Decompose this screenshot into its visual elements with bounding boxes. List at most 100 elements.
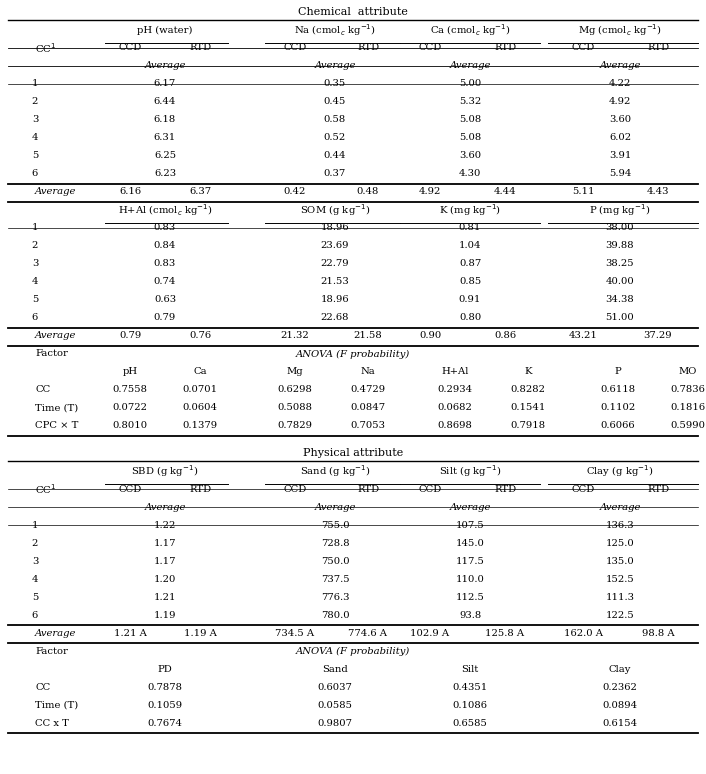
Text: Mg: Mg <box>287 368 304 376</box>
Text: 0.1086: 0.1086 <box>453 700 488 710</box>
Text: 0.91: 0.91 <box>459 296 481 304</box>
Text: RTD: RTD <box>647 43 669 53</box>
Text: 23.69: 23.69 <box>321 241 349 251</box>
Text: Average: Average <box>35 187 76 197</box>
Text: 93.8: 93.8 <box>459 611 481 619</box>
Text: 6.23: 6.23 <box>154 170 176 179</box>
Text: 18.96: 18.96 <box>321 224 349 232</box>
Text: RTD: RTD <box>357 43 379 53</box>
Text: 0.5088: 0.5088 <box>277 403 313 413</box>
Text: Na: Na <box>361 368 376 376</box>
Text: 6.44: 6.44 <box>154 98 176 107</box>
Text: 3.60: 3.60 <box>609 115 631 125</box>
Text: 4: 4 <box>32 278 38 286</box>
Text: 1: 1 <box>32 224 38 232</box>
Text: 5: 5 <box>32 152 38 160</box>
Text: 122.5: 122.5 <box>606 611 635 619</box>
Text: H+Al (cmol$_c$ kg$^{-1}$): H+Al (cmol$_c$ kg$^{-1}$) <box>118 202 213 218</box>
Text: 1: 1 <box>32 80 38 88</box>
Text: RTD: RTD <box>189 485 211 494</box>
Text: 2: 2 <box>32 98 38 107</box>
Text: 0.6118: 0.6118 <box>600 385 635 395</box>
Text: 2: 2 <box>32 539 38 547</box>
Text: CCD: CCD <box>119 43 142 53</box>
Text: 162.0 A: 162.0 A <box>563 628 602 638</box>
Text: Time (T): Time (T) <box>35 403 78 413</box>
Text: 21.53: 21.53 <box>321 278 349 286</box>
Text: RTD: RTD <box>494 485 516 494</box>
Text: 22.79: 22.79 <box>321 259 349 269</box>
Text: 0.42: 0.42 <box>284 187 306 197</box>
Text: 0.9807: 0.9807 <box>318 718 352 728</box>
Text: 5.94: 5.94 <box>609 170 631 179</box>
Text: 0.1816: 0.1816 <box>671 403 705 413</box>
Text: CC: CC <box>35 683 50 691</box>
Text: 6: 6 <box>32 313 38 323</box>
Text: 0.7918: 0.7918 <box>510 422 546 430</box>
Text: 0.6037: 0.6037 <box>318 683 352 691</box>
Text: 780.0: 780.0 <box>321 611 349 619</box>
Text: 145.0: 145.0 <box>455 539 484 547</box>
Text: 111.3: 111.3 <box>606 593 635 601</box>
Text: ANOVA (F probability): ANOVA (F probability) <box>296 646 410 656</box>
Text: P (mg kg$^{-1}$): P (mg kg$^{-1}$) <box>590 202 651 218</box>
Text: 0.0722: 0.0722 <box>112 403 148 413</box>
Text: 0.8282: 0.8282 <box>510 385 546 395</box>
Text: 3: 3 <box>32 115 38 125</box>
Text: 4.43: 4.43 <box>647 187 669 197</box>
Text: 750.0: 750.0 <box>321 557 349 566</box>
Text: CPC × T: CPC × T <box>35 422 78 430</box>
Text: 0.0894: 0.0894 <box>602 700 638 710</box>
Text: 0.63: 0.63 <box>154 296 176 304</box>
Text: H+Al: H+Al <box>441 368 469 376</box>
Text: 1.20: 1.20 <box>154 574 176 584</box>
Text: 6.37: 6.37 <box>189 187 211 197</box>
Text: 0.80: 0.80 <box>459 313 481 323</box>
Text: 6.02: 6.02 <box>609 133 631 142</box>
Text: CC$^1$: CC$^1$ <box>35 41 56 55</box>
Text: 5.00: 5.00 <box>459 80 481 88</box>
Text: 0.1102: 0.1102 <box>600 403 635 413</box>
Text: 6: 6 <box>32 611 38 619</box>
Text: 0.7878: 0.7878 <box>148 683 182 691</box>
Text: K (mg kg$^{-1}$): K (mg kg$^{-1}$) <box>439 202 501 218</box>
Text: 0.45: 0.45 <box>324 98 346 107</box>
Text: Average: Average <box>314 502 356 512</box>
Text: Na (cmol$_c$ kg$^{-1}$): Na (cmol$_c$ kg$^{-1}$) <box>294 22 376 38</box>
Text: 3.60: 3.60 <box>459 152 481 160</box>
Text: 0.0682: 0.0682 <box>438 403 472 413</box>
Text: CCD: CCD <box>419 43 442 53</box>
Text: pH (water): pH (water) <box>137 26 193 35</box>
Text: CCD: CCD <box>283 43 306 53</box>
Text: 102.9 A: 102.9 A <box>410 628 450 638</box>
Text: 3: 3 <box>32 557 38 566</box>
Text: 38.25: 38.25 <box>606 259 634 269</box>
Text: 37.29: 37.29 <box>644 331 672 341</box>
Text: SBD (g kg$^{-1}$): SBD (g kg$^{-1}$) <box>131 463 198 479</box>
Text: SOM (g kg$^{-1}$): SOM (g kg$^{-1}$) <box>300 202 370 218</box>
Text: Average: Average <box>599 502 640 512</box>
Text: 0.6066: 0.6066 <box>601 422 635 430</box>
Text: 0.83: 0.83 <box>154 224 176 232</box>
Text: MO: MO <box>678 368 698 376</box>
Text: CC: CC <box>35 385 50 395</box>
Text: 5.32: 5.32 <box>459 98 481 107</box>
Text: RTD: RTD <box>189 43 211 53</box>
Text: 0.1379: 0.1379 <box>182 422 217 430</box>
Text: 0.4351: 0.4351 <box>453 683 488 691</box>
Text: 728.8: 728.8 <box>321 539 349 547</box>
Text: 1.19: 1.19 <box>154 611 176 619</box>
Text: 1.17: 1.17 <box>154 539 176 547</box>
Text: 4.30: 4.30 <box>459 170 481 179</box>
Text: 734.5 A: 734.5 A <box>275 628 315 638</box>
Text: CC$^1$: CC$^1$ <box>35 482 56 496</box>
Text: 0.84: 0.84 <box>154 241 176 251</box>
Text: CCD: CCD <box>283 485 306 494</box>
Text: Ca: Ca <box>193 368 207 376</box>
Text: 0.7674: 0.7674 <box>148 718 182 728</box>
Text: 0.85: 0.85 <box>459 278 481 286</box>
Text: Clay: Clay <box>609 665 631 673</box>
Text: Average: Average <box>599 61 640 70</box>
Text: 755.0: 755.0 <box>321 520 349 529</box>
Text: 0.58: 0.58 <box>324 115 346 125</box>
